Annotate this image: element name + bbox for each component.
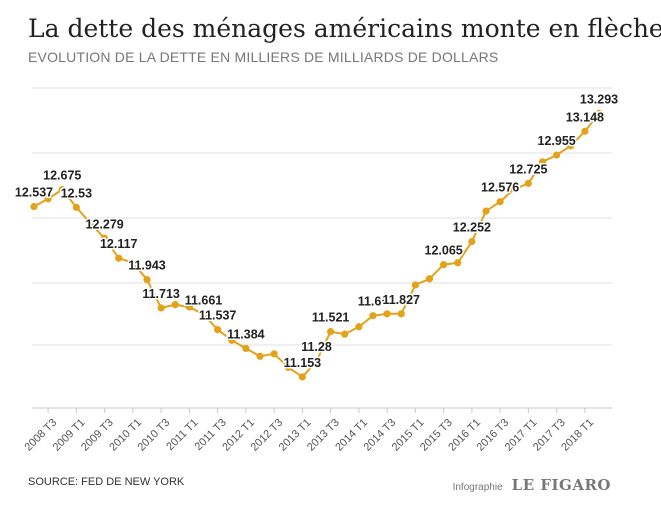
data-point — [143, 276, 151, 284]
data-point — [284, 363, 292, 371]
x-axis — [32, 407, 612, 413]
data-point — [129, 259, 137, 267]
data-point — [411, 281, 419, 289]
data-label: 12.537 — [15, 186, 53, 200]
data-labels-layer: 12.537 12.675 12.53 12.279 12.117 11.943 11.71… — [13, 91, 619, 371]
data-label: 11.661 — [185, 293, 223, 307]
data-point — [581, 127, 589, 135]
data-point — [72, 203, 80, 211]
data-point — [199, 310, 208, 318]
data-point — [327, 327, 335, 336]
data-point — [397, 310, 405, 318]
data-label: 12.279 — [86, 217, 124, 231]
data-label: 12.955 — [538, 134, 576, 148]
data-label: 12.576 — [481, 181, 519, 195]
chart-subtitle: EVOLUTION DE LA DETTE EN MILLIERS DE MIL… — [28, 49, 499, 65]
data-point — [101, 234, 109, 242]
data-point — [242, 344, 250, 353]
data-point — [425, 275, 434, 283]
data-point — [228, 336, 236, 344]
data-point — [482, 207, 490, 215]
credit: Infographie LE FIGARO — [453, 476, 611, 495]
data-label: 12.065 — [425, 244, 463, 258]
data-point — [567, 142, 575, 150]
data-label: 11.28 — [301, 340, 332, 354]
data-label: 11.384 — [227, 327, 265, 341]
data-point — [553, 151, 561, 159]
data-label: 11.521 — [312, 311, 350, 325]
data-label: 12.675 — [43, 169, 81, 183]
data-label: 11.943 — [128, 259, 166, 273]
data-point — [115, 254, 123, 262]
data-point — [383, 310, 391, 318]
data-point — [454, 259, 462, 267]
grid-layer — [32, 87, 612, 346]
data-point — [341, 330, 349, 338]
data-point — [355, 323, 363, 331]
data-point — [171, 301, 179, 309]
data-point — [44, 195, 52, 203]
points-layer — [30, 109, 603, 381]
data-point — [298, 373, 306, 381]
data-label: 11.153 — [284, 356, 322, 370]
data-point — [157, 304, 165, 312]
data-label: 12.252 — [453, 221, 491, 235]
data-label: 13.148 — [566, 110, 604, 124]
data-point — [270, 350, 278, 358]
data-label: 11.713 — [142, 287, 180, 301]
data-point — [369, 312, 377, 320]
data-label: 12.725 — [509, 162, 547, 176]
data-label: 13.293 — [580, 92, 618, 106]
data-label: 12.117 — [100, 237, 138, 251]
data-point — [214, 326, 222, 334]
data-point — [185, 303, 193, 311]
data-point — [30, 202, 38, 211]
data-point — [595, 109, 603, 118]
data-point — [538, 158, 547, 166]
le-figaro-logo: LE FIGARO — [511, 476, 611, 494]
data-point — [86, 219, 95, 227]
data-point — [440, 261, 448, 269]
source-note: SOURCE: FED DE NEW YORK — [28, 476, 185, 488]
data-point — [510, 185, 518, 193]
data-label: 11.827 — [382, 293, 420, 307]
data-label: 11.65 — [358, 295, 389, 309]
credit-prefix: Infographie — [452, 482, 503, 493]
data-point — [468, 238, 476, 246]
data-point — [524, 179, 532, 187]
data-point — [312, 357, 321, 365]
chart-title: La dette des ménages américains monte en… — [28, 14, 661, 43]
data-label: 12.53 — [61, 186, 92, 200]
data-label: 11.537 — [199, 309, 237, 323]
data-point — [58, 185, 66, 194]
data-point — [496, 198, 504, 206]
data-point — [256, 352, 264, 360]
